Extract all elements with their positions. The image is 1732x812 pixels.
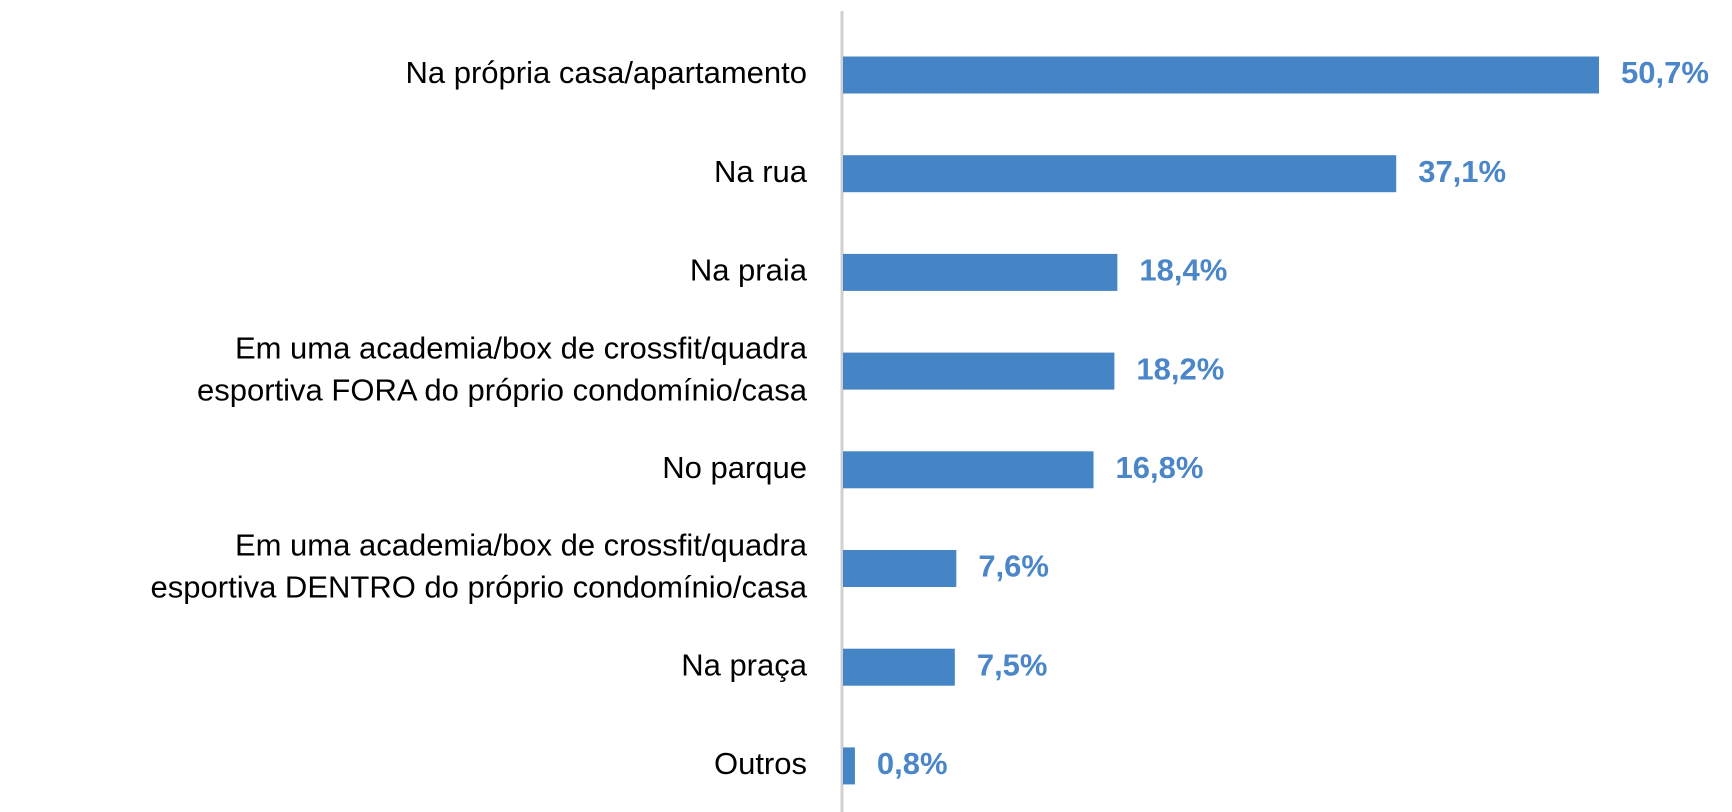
y-tick-label: esportiva FORA do próprio condomínio/cas… <box>197 372 808 407</box>
y-tick-label: Em uma academia/box de crossfit/quadra <box>235 528 808 563</box>
data-label: 37,1% <box>1418 154 1506 189</box>
y-tick-label: esportiva DENTRO do próprio condomínio/c… <box>151 570 808 605</box>
data-label: 7,6% <box>978 549 1049 584</box>
y-tick-label: Outros <box>714 746 807 781</box>
bar <box>843 352 1115 390</box>
data-label: 18,4% <box>1139 253 1227 288</box>
bar <box>843 648 955 686</box>
data-label: 18,2% <box>1136 351 1224 386</box>
y-tick-label: Em uma academia/box de crossfit/quadra <box>235 330 808 365</box>
data-label: 16,8% <box>1116 450 1204 485</box>
y-tick-label: Na rua <box>714 154 808 189</box>
data-label: 7,5% <box>977 647 1048 682</box>
y-tick-label: No parque <box>662 450 807 485</box>
data-label: 0,8% <box>877 746 948 781</box>
bar <box>843 747 855 785</box>
bar <box>843 451 1094 489</box>
y-tick-label: Na própria casa/apartamento <box>405 55 807 90</box>
data-label: 50,7% <box>1621 55 1709 90</box>
y-tick-label: Na praia <box>690 253 808 288</box>
y-tick-label: Na praça <box>681 647 808 682</box>
bar <box>843 253 1118 291</box>
bar <box>843 550 957 587</box>
bar <box>843 155 1397 193</box>
bar <box>843 56 1599 94</box>
